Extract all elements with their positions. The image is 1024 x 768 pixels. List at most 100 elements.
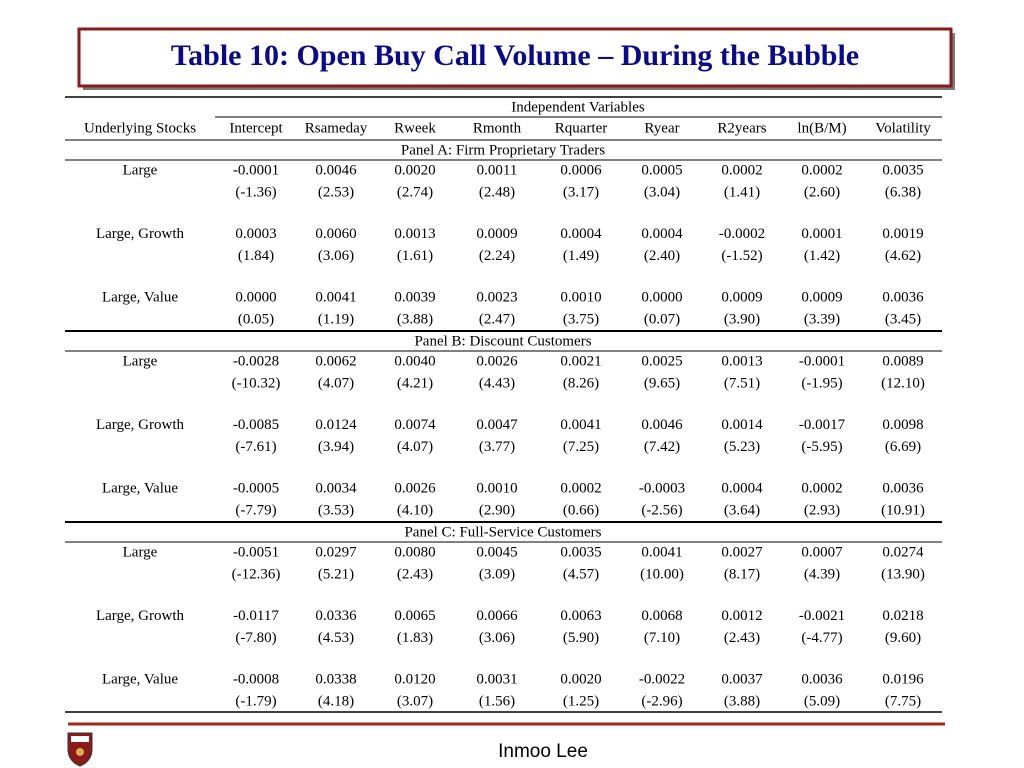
t-stat: (13.90) (881, 566, 925, 582)
t-stat: (3.90) (724, 311, 760, 327)
coefficient: 0.0046 (641, 417, 683, 433)
t-stat: (4.53) (318, 630, 354, 646)
coefficient: 0.0045 (476, 544, 517, 560)
coefficient: -0.0022 (639, 671, 685, 687)
coefficient: 0.0025 (641, 353, 682, 369)
t-stat: (2.60) (804, 184, 840, 200)
column-header: Intercept (229, 120, 283, 136)
t-stat: (1.19) (318, 311, 354, 327)
t-stat: (4.21) (397, 375, 433, 391)
t-stat: (-10.32) (232, 375, 281, 391)
t-stat: (1.61) (397, 248, 433, 264)
coefficient: -0.0117 (233, 608, 279, 624)
coefficient: 0.0120 (394, 671, 435, 687)
t-stat: (4.07) (318, 375, 354, 391)
coefficient: 0.0080 (394, 544, 435, 560)
coefficient: 0.0007 (801, 544, 843, 560)
column-header: Rsameday (305, 120, 368, 136)
t-stat: (1.83) (397, 630, 433, 646)
coefficient: 0.0010 (476, 480, 517, 496)
row-label: Large (123, 353, 158, 369)
coefficient: -0.0028 (233, 353, 279, 369)
coefficient: 0.0036 (882, 480, 924, 496)
t-stat: (-4.77) (801, 630, 842, 646)
coefficient: 0.0074 (394, 417, 436, 433)
coefficient: 0.0297 (315, 544, 357, 560)
t-stat: (6.69) (885, 439, 921, 455)
t-stat: (7.75) (885, 693, 921, 709)
t-stat: (4.57) (563, 566, 599, 582)
row-label: Large, Value (102, 671, 178, 687)
coefficient: 0.0046 (315, 162, 357, 178)
coefficient: 0.0004 (641, 226, 683, 242)
coefficient: 0.0019 (882, 226, 923, 242)
column-header: Volatility (875, 120, 931, 136)
row-label: Large, Growth (96, 417, 185, 433)
t-stat: (3.39) (804, 311, 840, 327)
t-stat: (2.24) (479, 248, 515, 264)
coefficient: 0.0010 (560, 289, 601, 305)
t-stat: (2.90) (479, 502, 515, 518)
t-stat: (0.66) (563, 502, 599, 518)
coefficient: 0.0218 (882, 608, 923, 624)
t-stat: (-1.36) (235, 184, 276, 200)
t-stat: (1.42) (804, 248, 840, 264)
t-stat: (3.75) (563, 311, 599, 327)
t-stat: (5.23) (724, 439, 760, 455)
column-header: Rquarter (555, 120, 607, 136)
t-stat: (1.84) (238, 248, 274, 264)
coefficient: 0.0026 (394, 480, 436, 496)
coefficient: -0.0017 (799, 417, 846, 433)
coefficient: 0.0036 (801, 671, 843, 687)
coefficient: 0.0041 (560, 417, 601, 433)
coefficient: 0.0089 (882, 353, 923, 369)
coefficient: 0.0011 (477, 162, 518, 178)
t-stat: (2.43) (724, 630, 760, 646)
t-stat: (4.39) (804, 566, 840, 582)
coefficient: 0.0003 (235, 226, 276, 242)
t-stat: (-1.95) (801, 375, 842, 391)
coefficient: 0.0098 (882, 417, 923, 433)
coefficient: 0.0002 (560, 480, 601, 496)
coefficient: 0.0020 (394, 162, 435, 178)
t-stat: (0.07) (644, 311, 680, 327)
column-header: Underlying Stocks (84, 120, 196, 136)
t-stat: (10.00) (640, 566, 684, 582)
coefficient: -0.0051 (233, 544, 279, 560)
t-stat: (5.90) (563, 630, 599, 646)
coefficient: 0.0037 (721, 671, 763, 687)
row-label: Large (123, 544, 158, 560)
t-stat: (3.94) (318, 439, 354, 455)
coefficient: 0.0040 (394, 353, 435, 369)
coefficient: 0.0026 (476, 353, 518, 369)
coefficient: 0.0063 (560, 608, 601, 624)
row-label: Large (123, 162, 158, 178)
t-stat: (2.47) (479, 311, 515, 327)
coefficient: 0.0274 (882, 544, 924, 560)
t-stat: (3.09) (479, 566, 515, 582)
coefficient: 0.0035 (882, 162, 923, 178)
t-stat: (5.09) (804, 693, 840, 709)
t-stat: (-1.79) (235, 693, 276, 709)
t-stat: (1.56) (479, 693, 515, 709)
t-stat: (7.25) (563, 439, 599, 455)
t-stat: (2.93) (804, 502, 840, 518)
coefficient: 0.0047 (476, 417, 518, 433)
coefficient: 0.0006 (560, 162, 602, 178)
coefficient: 0.0004 (560, 226, 602, 242)
t-stat: (9.60) (885, 630, 921, 646)
t-stat: (12.10) (881, 375, 925, 391)
coefficient: 0.0020 (560, 671, 601, 687)
footer-text: Inmoo Lee (498, 741, 588, 762)
coefficient: 0.0065 (394, 608, 435, 624)
coefficient: 0.0336 (315, 608, 357, 624)
coefficient: 0.0004 (721, 480, 763, 496)
coefficient: 0.0013 (721, 353, 762, 369)
t-stat: (2.74) (397, 184, 433, 200)
t-stat: (3.04) (644, 184, 680, 200)
coefficient: 0.0021 (560, 353, 601, 369)
t-stat: (0.05) (238, 311, 274, 327)
coefficient: -0.0001 (233, 162, 279, 178)
coefficient: 0.0035 (560, 544, 601, 560)
